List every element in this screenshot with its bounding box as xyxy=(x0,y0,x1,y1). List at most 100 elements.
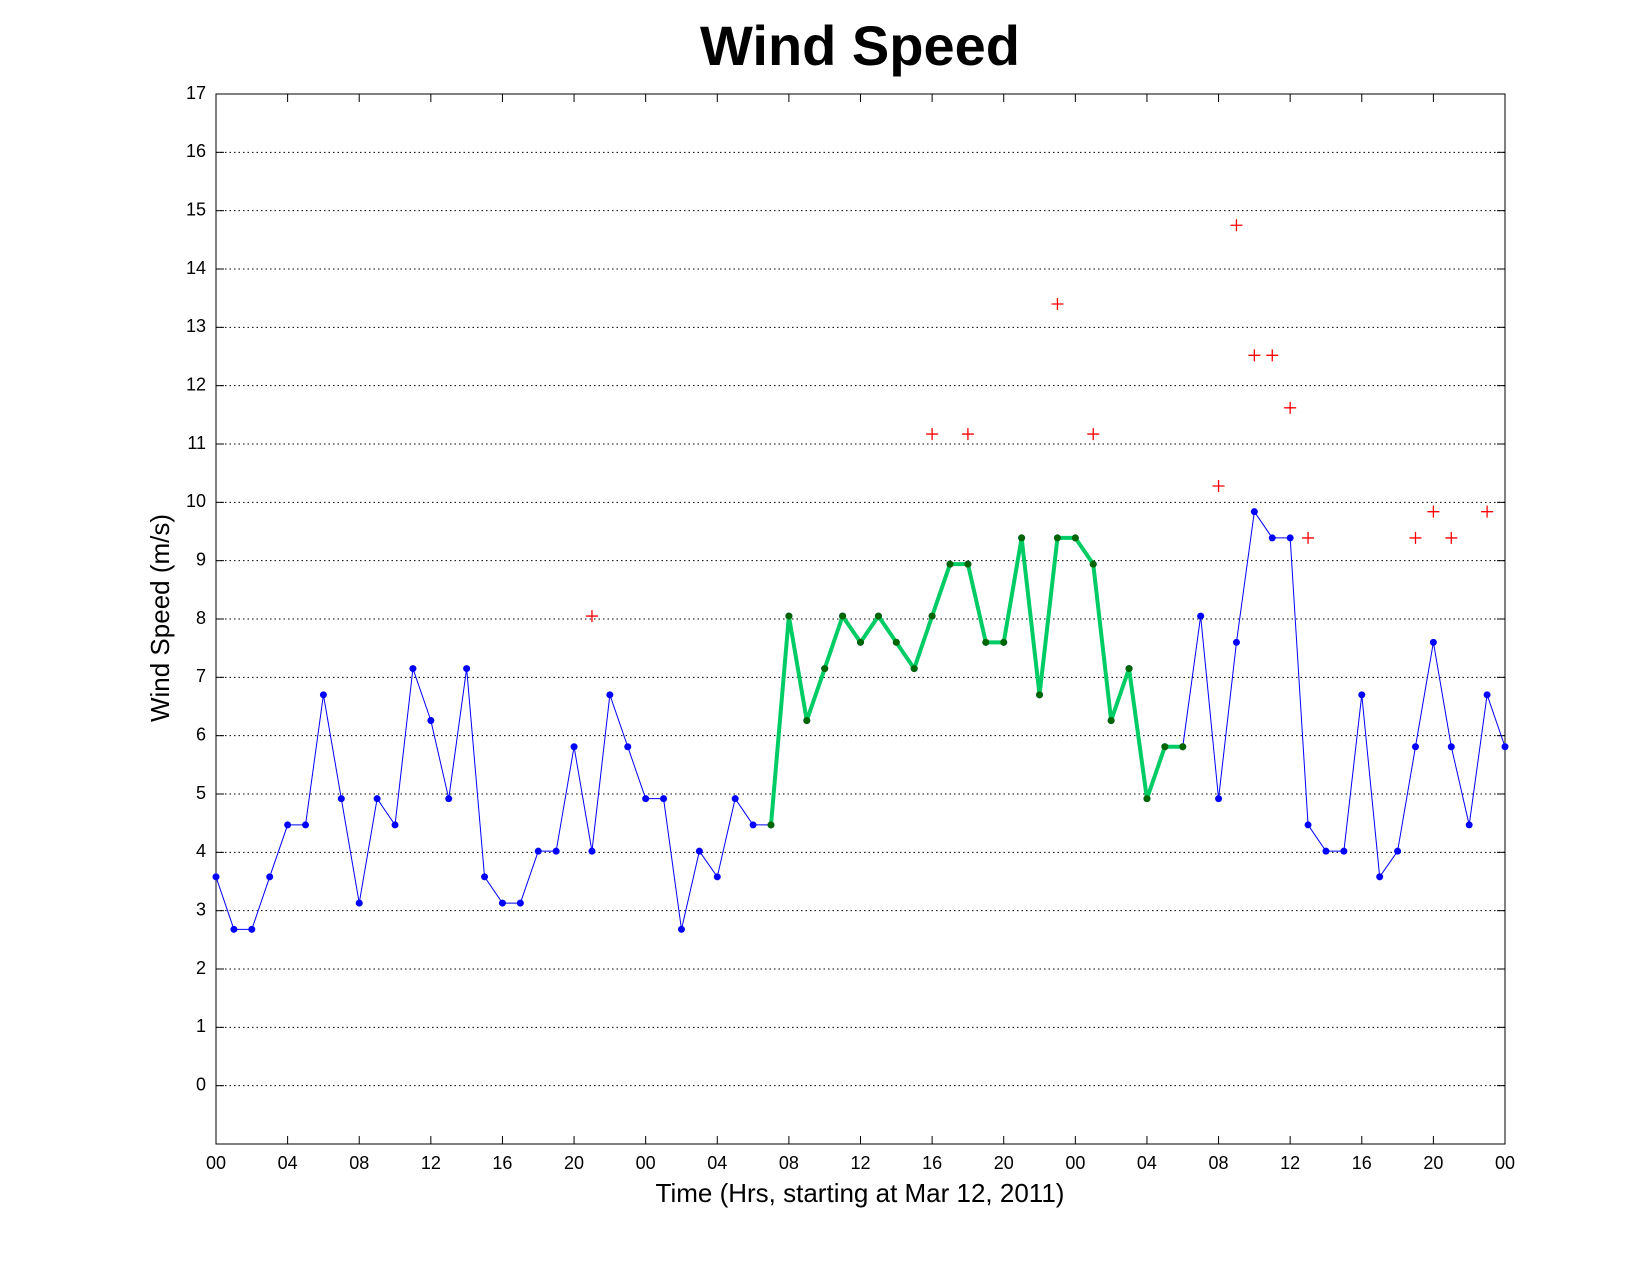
x-tick-label: 12 xyxy=(421,1153,441,1173)
y-axis-label: Wind Speed (m/s) xyxy=(145,514,175,722)
data-point xyxy=(552,847,560,855)
data-point xyxy=(785,612,793,620)
data-point xyxy=(677,925,685,933)
data-point xyxy=(391,821,399,829)
plot-frame xyxy=(215,93,1506,1145)
data-point xyxy=(570,743,578,751)
x-tick-label: 00 xyxy=(206,1153,226,1173)
data-point xyxy=(821,665,829,673)
y-tick-label: 14 xyxy=(186,258,206,278)
data-point xyxy=(803,717,811,724)
data-point xyxy=(1340,847,1348,855)
data-point xyxy=(302,821,310,829)
data-point xyxy=(498,899,506,907)
gust-marker xyxy=(1302,531,1315,544)
data-point xyxy=(1125,665,1133,673)
data-point xyxy=(731,795,739,803)
data-point xyxy=(534,847,542,855)
data-point xyxy=(660,795,668,803)
data-point xyxy=(1197,612,1205,620)
data-point xyxy=(1143,795,1151,803)
data-point xyxy=(928,612,936,620)
data-point xyxy=(749,821,757,829)
data-point xyxy=(642,795,650,803)
x-tick-label: 20 xyxy=(1423,1153,1443,1173)
data-point xyxy=(1429,638,1437,646)
data-point xyxy=(1376,873,1384,881)
data-point xyxy=(713,873,721,881)
x-tick-label: 08 xyxy=(1209,1153,1229,1173)
data-point xyxy=(892,638,900,646)
gust-marker xyxy=(1248,349,1261,362)
data-point xyxy=(319,691,327,699)
data-point xyxy=(1268,534,1276,542)
data-point xyxy=(355,899,363,907)
x-tick-label: 00 xyxy=(1495,1153,1515,1173)
gust-marker xyxy=(1087,428,1100,441)
gust-marker xyxy=(961,428,974,441)
x-tick-label: 04 xyxy=(707,1153,727,1173)
data-point xyxy=(1018,534,1026,542)
y-tick-label: 2 xyxy=(196,958,206,978)
data-point xyxy=(230,925,238,933)
gust-marker xyxy=(1445,531,1458,544)
y-tick-label: 12 xyxy=(186,374,206,394)
x-tick-label: 20 xyxy=(564,1153,584,1173)
y-tick-label: 10 xyxy=(186,491,206,511)
y-tick-label: 1 xyxy=(196,1016,206,1036)
data-point xyxy=(1053,534,1061,542)
y-tick-label: 4 xyxy=(196,841,206,861)
data-point xyxy=(1286,534,1294,542)
data-point xyxy=(1107,717,1115,724)
data-point xyxy=(212,873,220,881)
y-tick-label: 3 xyxy=(196,899,206,919)
data-point xyxy=(588,847,596,855)
data-point xyxy=(516,899,524,907)
gust-marker xyxy=(1051,298,1064,310)
y-tick-label: 7 xyxy=(196,666,206,686)
data-point xyxy=(964,560,972,568)
y-tick-label: 16 xyxy=(186,141,206,161)
data-point xyxy=(266,873,274,881)
gust-marker xyxy=(926,428,939,441)
y-tick-label: 11 xyxy=(187,433,206,453)
data-point xyxy=(695,847,703,855)
x-tick-label: 04 xyxy=(1137,1153,1157,1173)
x-tick-label: 16 xyxy=(1352,1153,1372,1173)
data-point xyxy=(1071,534,1079,542)
y-tick-label: 15 xyxy=(186,199,206,219)
y-tick-label: 6 xyxy=(196,724,206,744)
data-point xyxy=(1483,691,1491,699)
data-point xyxy=(839,612,847,620)
data-point xyxy=(1232,638,1240,646)
y-tick-label: 5 xyxy=(196,783,206,803)
data-point xyxy=(445,795,453,803)
data-point xyxy=(409,665,417,673)
x-tick-label: 04 xyxy=(278,1153,298,1173)
data-point xyxy=(284,821,292,829)
x-tick-label: 08 xyxy=(779,1153,799,1173)
x-axis-label: Time (Hrs, starting at Mar 12, 2011) xyxy=(656,1178,1065,1208)
gust-marker xyxy=(1481,505,1494,518)
y-tick-label: 0 xyxy=(196,1074,206,1094)
gust-marker xyxy=(1427,505,1440,518)
data-point xyxy=(624,743,632,751)
data-point xyxy=(1358,691,1366,699)
data-point xyxy=(1304,821,1312,829)
x-tick-label: 16 xyxy=(492,1153,512,1173)
data-point xyxy=(1161,743,1169,751)
data-point xyxy=(857,638,864,646)
y-tick-label: 8 xyxy=(196,608,206,628)
data-point xyxy=(1250,508,1258,516)
data-point xyxy=(767,821,775,829)
data-point xyxy=(1036,691,1044,699)
data-point xyxy=(606,691,614,699)
series-line xyxy=(768,535,1183,826)
x-tick-label: 00 xyxy=(1065,1153,1085,1173)
data-point xyxy=(427,717,435,724)
y-tick-label: 17 xyxy=(186,83,206,103)
data-point xyxy=(1322,847,1330,855)
data-point xyxy=(874,612,882,620)
data-point xyxy=(373,795,381,803)
data-point xyxy=(946,560,954,568)
